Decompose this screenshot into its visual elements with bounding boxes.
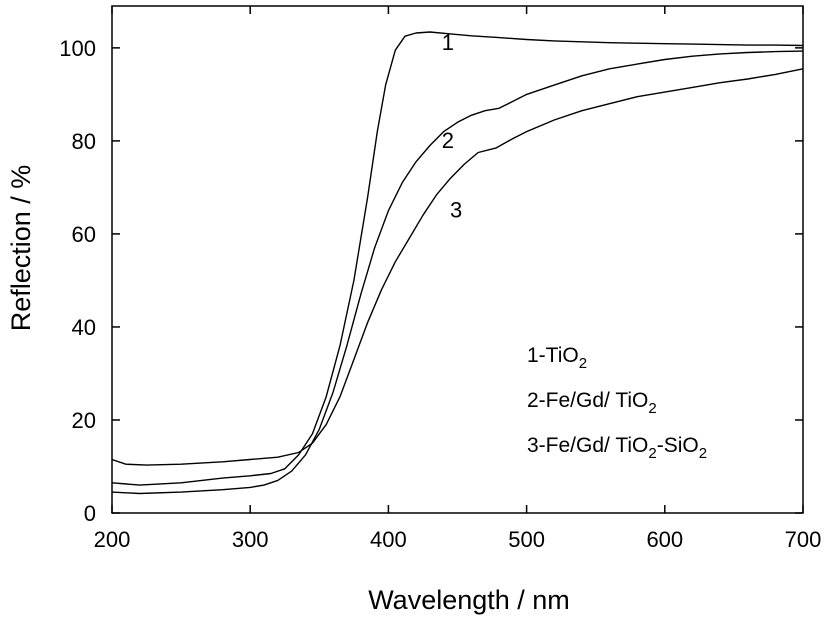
ticks-group: 200 300 400 500 600 700 0 20 40 60 80 100: [59, 6, 821, 552]
x-tick-label-600: 600: [646, 527, 683, 552]
x-tick-label-500: 500: [508, 527, 545, 552]
legend-entry-1-text: 1-TiO: [527, 344, 579, 367]
x-axis-title: Wavelength / nm: [368, 585, 570, 615]
curve-label-2: 2: [442, 128, 454, 153]
legend-entry-3-mid: -SiO: [657, 434, 699, 457]
x-tick-label-700: 700: [785, 527, 822, 552]
legend-entry-1: 1-TiO2: [527, 344, 587, 372]
y-axis-title: Reflection / %: [6, 165, 36, 332]
legend-entry-2-sub: 2: [648, 400, 656, 417]
x-tick-label-400: 400: [370, 527, 407, 552]
curve-label-3: 3: [450, 198, 462, 223]
x-tick-label-300: 300: [232, 527, 269, 552]
legend-entry-3: 3-Fe/Gd/ TiO2-SiO2: [527, 434, 707, 462]
legend: 1-TiO2 2-Fe/Gd/ TiO2 3-Fe/Gd/ TiO2-SiO2: [527, 344, 707, 462]
y-tick-label-60: 60: [72, 222, 96, 247]
legend-entry-3-sub1: 2: [648, 445, 656, 462]
y-tick-label-0: 0: [84, 501, 96, 526]
y-tick-label-100: 100: [59, 36, 96, 61]
y-tick-label-40: 40: [72, 315, 96, 340]
series-line-3: [111, 68, 804, 466]
curve-label-1: 1: [442, 30, 454, 55]
legend-entry-2: 2-Fe/Gd/ TiO2: [527, 389, 657, 417]
legend-entry-2-text: 2-Fe/Gd/ TiO: [527, 389, 648, 412]
plot-frame: [111, 5, 804, 514]
legend-entry-3-sub2: 2: [699, 445, 707, 462]
y-tick-label-80: 80: [72, 129, 96, 154]
curves-group: [111, 31, 804, 495]
legend-entry-1-sub: 2: [579, 355, 587, 372]
curve-labels-group: 1 2 3: [442, 30, 463, 222]
y-tick-label-20: 20: [72, 408, 96, 433]
series-line-2: [111, 50, 804, 495]
x-tick-label-200: 200: [94, 527, 131, 552]
series-line-1: [111, 31, 804, 486]
legend-entry-3-text: 3-Fe/Gd/ TiO: [527, 434, 648, 457]
